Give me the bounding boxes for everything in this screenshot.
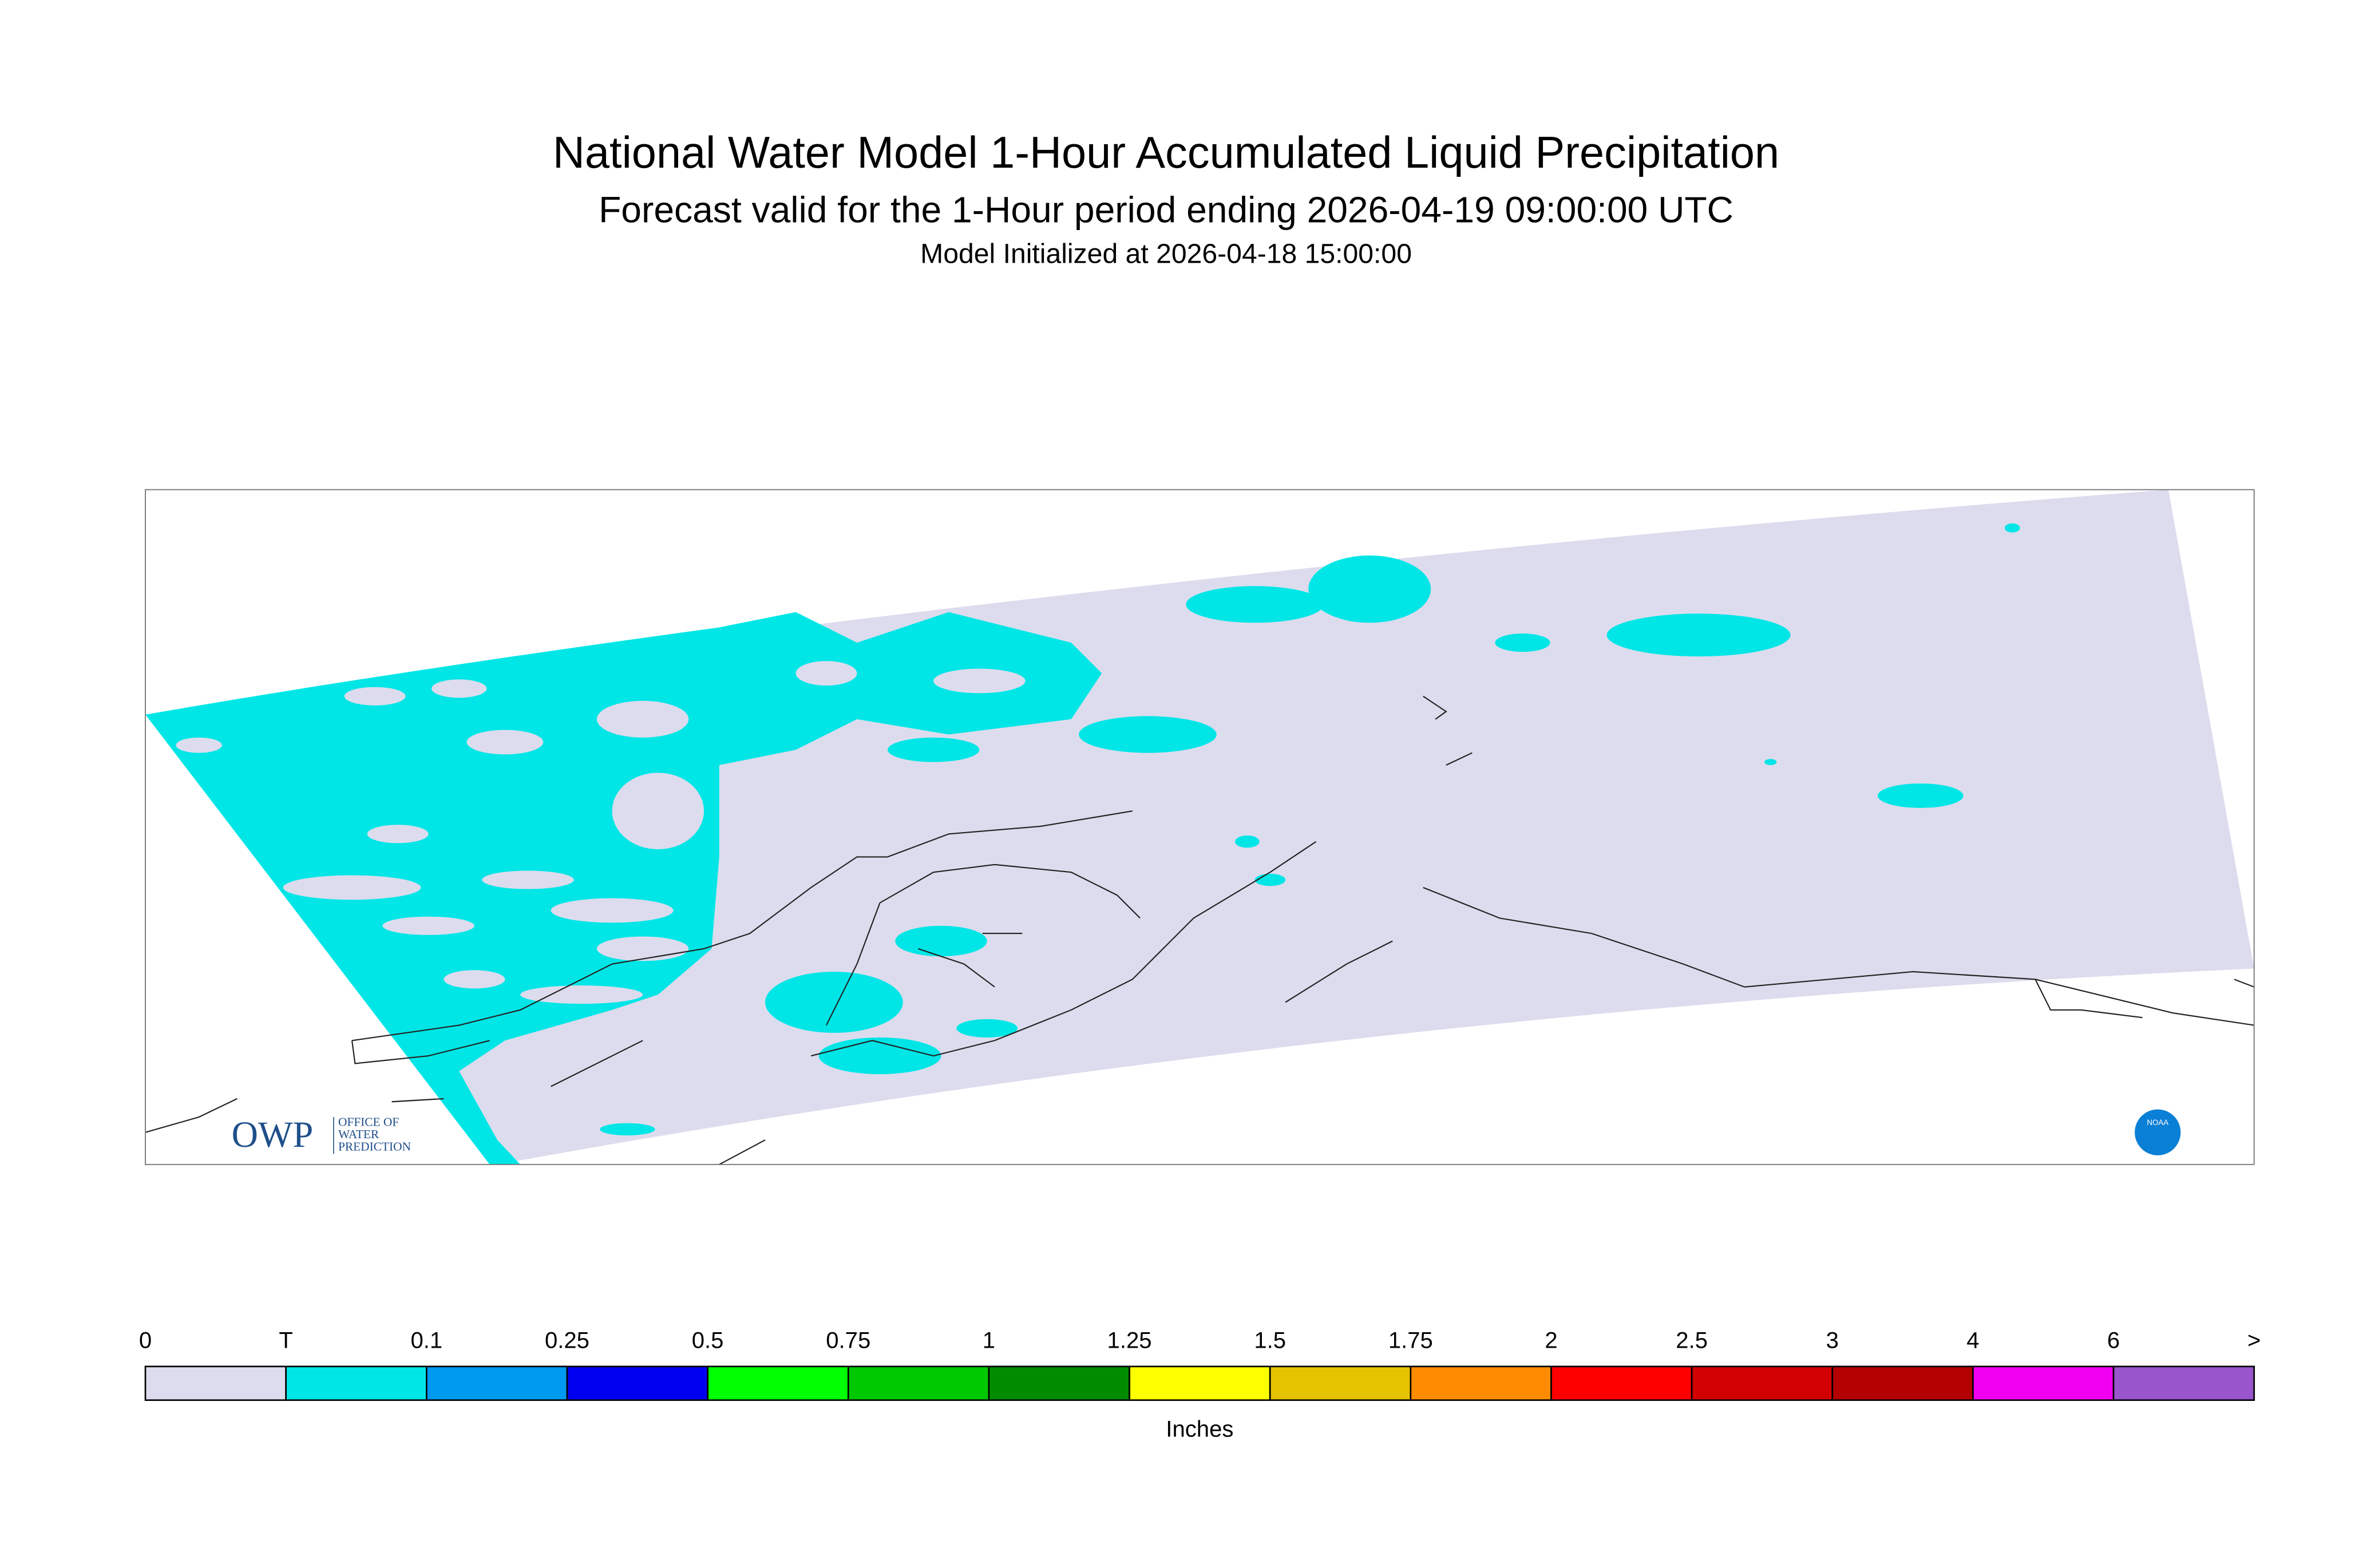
- colorbar-unit: Inches: [1166, 1417, 1233, 1442]
- colorbar-label: 6: [2107, 1328, 2120, 1353]
- colorbar-label: 1: [983, 1328, 995, 1353]
- colorbar-label: 2.5: [1676, 1328, 1708, 1353]
- colorbar-label: 4: [1966, 1328, 1979, 1353]
- colorbar-swatch: [988, 1365, 1130, 1401]
- colorbar: 0 T 0.1 0.25 0.5 0.75 1 1.25 1.5 1.75 2 2.5 3 4 6 >: [139, 1328, 2261, 1401]
- init-time: Model Initialized at 2026-04-18 15:00:00: [920, 238, 1412, 269]
- owp-name-line: WATER: [338, 1127, 379, 1141]
- colorbar-label: T: [279, 1328, 293, 1353]
- noaa-logo-text: NOAA: [2147, 1118, 2168, 1127]
- colorbar-swatch: [1269, 1365, 1412, 1401]
- colorbar-swatch: [707, 1365, 849, 1401]
- dry-patches: [176, 661, 1026, 1004]
- subtitle: Forecast valid for the 1-Hour period end…: [599, 189, 1733, 231]
- owp-name-line: OFFICE OF: [338, 1115, 399, 1129]
- colorbar-label: 0: [139, 1328, 152, 1353]
- owp-name-line: PREDICTION: [338, 1139, 411, 1153]
- title: National Water Model 1-Hour Accumulated …: [553, 128, 1779, 177]
- colorbar-label: 0.75: [826, 1328, 870, 1353]
- colorbar-label: 0.25: [545, 1328, 589, 1353]
- colorbar-swatch: [847, 1365, 990, 1401]
- colorbar-label: 3: [1826, 1328, 1839, 1353]
- colorbar-swatch: [2112, 1365, 2255, 1401]
- colorbar-label: 0.5: [692, 1328, 724, 1353]
- colorbar-label: >: [2247, 1328, 2261, 1353]
- colorbar-swatch: [144, 1365, 287, 1401]
- precip-area: [145, 612, 1102, 1165]
- colorbar-swatch: [1129, 1365, 1271, 1401]
- colorbar-swatch: [285, 1365, 428, 1401]
- colorbar-swatch: [1691, 1365, 1834, 1401]
- colorbar-swatch: [1831, 1365, 1974, 1401]
- colorbar-label: 1.25: [1107, 1328, 1152, 1353]
- colorbar-swatch: [1410, 1365, 1552, 1401]
- owp-logo: OWP: [232, 1114, 314, 1155]
- noaa-logo: [2135, 1109, 2181, 1155]
- map: [145, 489, 2254, 1165]
- colorbar-swatch: [425, 1365, 568, 1401]
- colorbar-label: 2: [1545, 1328, 1557, 1353]
- colorbar-swatch: [1550, 1365, 1693, 1401]
- map-frame: [145, 489, 2255, 1165]
- colorbar-label: 0.1: [410, 1328, 442, 1353]
- coastlines: [145, 695, 2254, 1165]
- colorbar-label: 1.75: [1388, 1328, 1433, 1353]
- colorbar-swatch: [1972, 1365, 2115, 1401]
- colorbar-label: 1.5: [1254, 1328, 1286, 1353]
- colorbar-swatch: [566, 1365, 708, 1401]
